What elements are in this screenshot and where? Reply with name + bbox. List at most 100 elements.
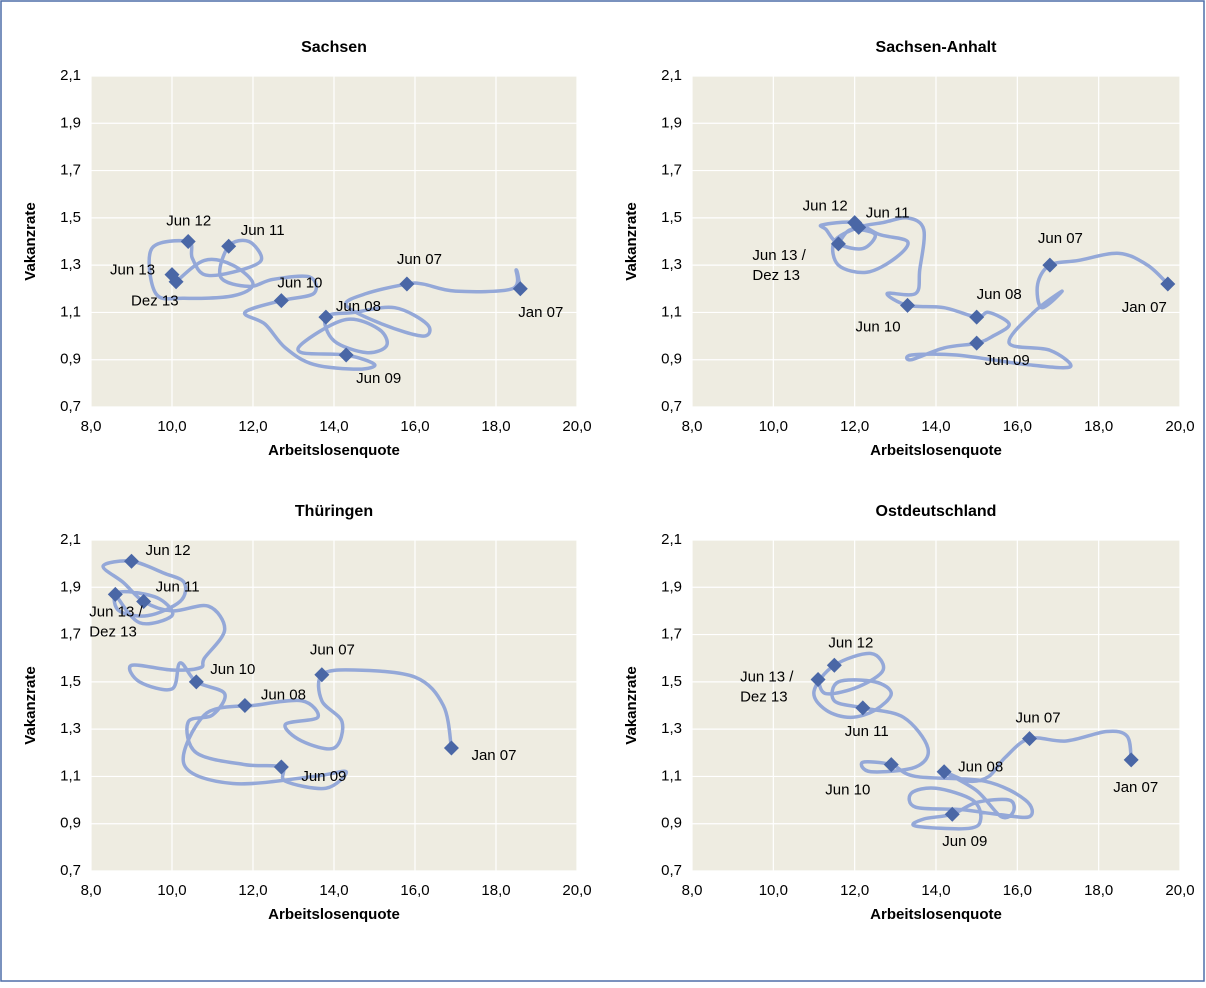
- y-axis-title: Vakanzrate: [623, 666, 640, 744]
- y-tick-label: 2,1: [60, 67, 81, 84]
- x-tick-label: 16,0: [1003, 418, 1032, 435]
- marker: [826, 657, 842, 673]
- point-label: Jun 13 /: [740, 668, 794, 685]
- point-label: Jun 13: [110, 262, 155, 279]
- y-tick-label: 1,7: [60, 162, 81, 179]
- x-tick-label: 12,0: [238, 882, 267, 899]
- marker: [936, 764, 952, 780]
- x-tick-label: 16,0: [1003, 882, 1032, 899]
- marker: [318, 309, 334, 325]
- y-tick-label: 1,9: [661, 114, 682, 131]
- marker: [168, 274, 184, 290]
- x-tick-label: 14,0: [319, 418, 348, 435]
- chart-title: Sachsen-Anhalt: [876, 39, 998, 56]
- y-tick-label: 1,3: [60, 720, 81, 737]
- marker: [237, 698, 253, 713]
- point-label: Jun 08: [336, 298, 381, 315]
- x-tick-label: 12,0: [238, 418, 267, 435]
- point-label: Dez 13: [131, 293, 179, 310]
- x-tick-label: 20,0: [1165, 882, 1194, 899]
- point-label: Jun 07: [1016, 710, 1061, 727]
- point-label: Jun 09: [301, 768, 346, 785]
- point-label: Jun 07: [310, 642, 355, 659]
- marker: [1123, 752, 1139, 768]
- y-axis-title: Vakanzrate: [22, 202, 39, 280]
- x-tick-label: 10,0: [759, 418, 788, 435]
- marker: [273, 759, 289, 775]
- marker: [107, 586, 123, 602]
- y-axis-title: Vakanzrate: [623, 202, 640, 280]
- y-tick-label: 1,5: [661, 209, 682, 226]
- point-label: Jun 10: [277, 275, 322, 292]
- point-label: Jun 13 /: [752, 247, 806, 264]
- point-label: Jan 07: [1113, 779, 1158, 796]
- point-label: Dez 13: [752, 267, 800, 284]
- y-axis-title: Vakanzrate: [22, 666, 39, 744]
- y-tick-label: 0,7: [661, 862, 682, 879]
- x-tick-label: 18,0: [481, 418, 510, 435]
- marker: [1160, 276, 1176, 292]
- marker: [900, 297, 916, 313]
- marker: [883, 757, 899, 773]
- point-label: Jun 12: [828, 634, 873, 651]
- point-label: Jun 08: [958, 759, 1003, 776]
- marker: [443, 740, 459, 756]
- point-label: Jun 11: [866, 204, 910, 221]
- x-axis-title: Arbeitslosenquote: [870, 906, 1002, 923]
- y-tick-label: 1,5: [60, 209, 81, 226]
- point-label: Jun 07: [1038, 230, 1083, 247]
- marker: [969, 309, 985, 325]
- point-label: Dez 13: [89, 623, 137, 640]
- y-tick-label: 0,7: [60, 398, 81, 415]
- x-tick-label: 16,0: [400, 418, 429, 435]
- chart-panel: 8,0 10,0 12,0 14,0 16,0 18,0 20,0 0,7 0,9 1,1 1,3 1…: [22, 503, 592, 923]
- y-tick-label: 1,9: [60, 114, 81, 131]
- y-tick-label: 1,1: [661, 767, 682, 784]
- marker: [847, 215, 863, 231]
- chart-panel: 8,0 10,0 12,0 14,0 16,0 18,0 20,0 0,7 0,9 1,1 1,3 1…: [623, 39, 1195, 459]
- x-tick-label: 14,0: [319, 882, 348, 899]
- y-tick-label: 2,1: [60, 531, 81, 548]
- x-tick-label: 18,0: [481, 882, 510, 899]
- chart-title: Ostdeutschland: [876, 503, 997, 520]
- point-label: Jun 11: [845, 723, 889, 740]
- marker: [314, 667, 330, 683]
- x-tick-label: 10,0: [157, 418, 186, 435]
- point-label: Jun 08: [261, 686, 306, 703]
- x-axis-title: Arbeitslosenquote: [268, 442, 400, 459]
- y-tick-label: 1,9: [661, 578, 682, 595]
- y-tick-label: 1,7: [661, 626, 682, 643]
- y-tick-label: 0,9: [661, 815, 682, 832]
- point-label: Jun 09: [942, 833, 987, 850]
- x-tick-label: 10,0: [759, 882, 788, 899]
- point-label: Jun 10: [210, 661, 255, 678]
- chart-title: Thüringen: [295, 503, 373, 520]
- marker: [399, 276, 415, 292]
- point-label: Jan 07: [471, 747, 516, 764]
- chart-panel: 8,0 10,0 12,0 14,0 16,0 18,0 20,0 0,7 0,9 1,1 1,3 1…: [22, 39, 592, 459]
- x-tick-label: 18,0: [1084, 418, 1113, 435]
- x-tick-label: 12,0: [840, 418, 869, 435]
- y-tick-label: 1,9: [60, 578, 81, 595]
- y-tick-label: 1,5: [60, 673, 81, 690]
- y-tick-label: 1,3: [661, 720, 682, 737]
- y-tick-label: 1,3: [60, 256, 81, 273]
- point-label: Jun 13 /: [89, 603, 143, 620]
- y-tick-label: 1,5: [661, 673, 682, 690]
- marker: [830, 236, 846, 252]
- point-label: Jun 09: [356, 370, 401, 387]
- y-tick-label: 1,7: [661, 162, 682, 179]
- x-tick-label: 8,0: [81, 418, 102, 435]
- x-tick-label: 8,0: [682, 882, 703, 899]
- point-label: Jun 12: [146, 542, 191, 559]
- marker: [180, 234, 196, 249]
- x-tick-label: 16,0: [400, 882, 429, 899]
- point-label: Jun 09: [985, 352, 1030, 369]
- y-tick-label: 1,1: [661, 303, 682, 320]
- marker: [810, 671, 826, 687]
- y-tick-label: 1,7: [60, 626, 81, 643]
- y-tick-label: 2,1: [661, 67, 682, 84]
- x-tick-label: 14,0: [921, 882, 950, 899]
- y-tick-label: 2,1: [661, 531, 682, 548]
